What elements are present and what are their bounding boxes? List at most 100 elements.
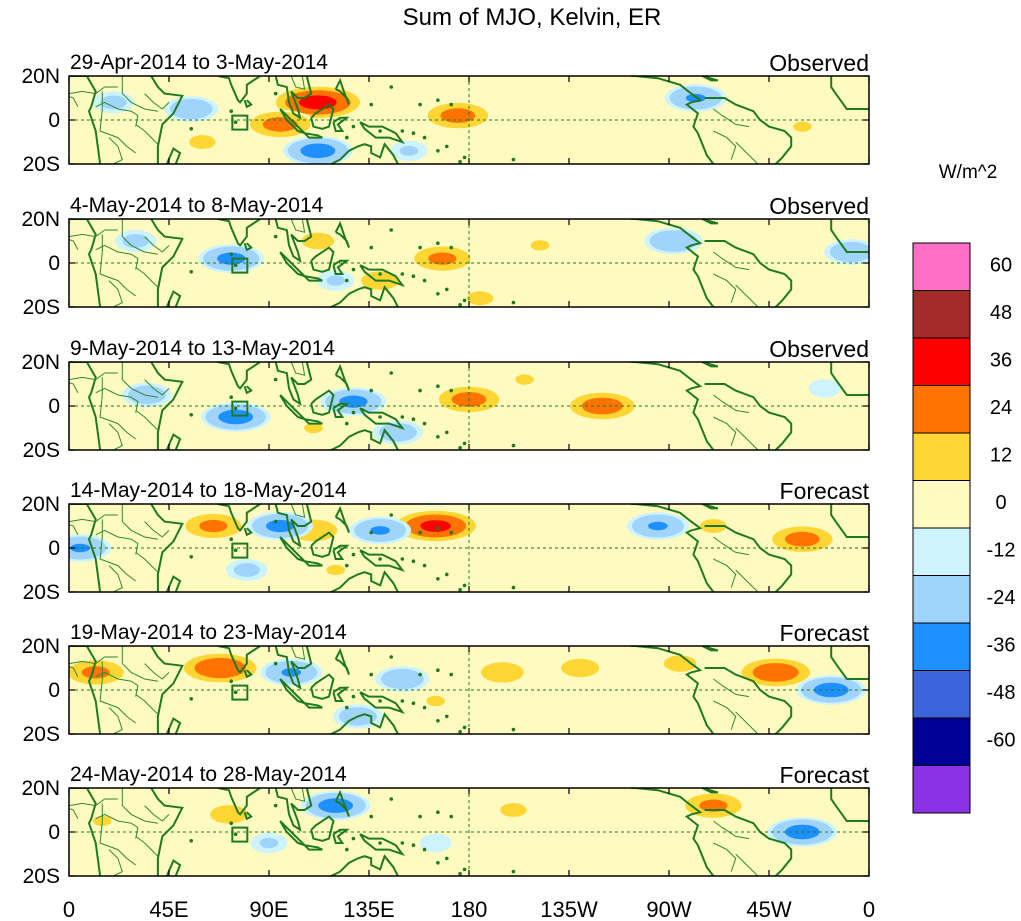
island-dot: [436, 577, 440, 581]
anomaly-contour: [426, 695, 445, 707]
lat-tick-label: 0: [48, 537, 60, 560]
lat-tick-label: 20S: [23, 439, 60, 462]
coastline: [303, 275, 323, 282]
country-border: [95, 529, 139, 555]
coastline: [310, 389, 335, 416]
country-border: [121, 504, 158, 540]
anomaly-contour: [370, 526, 390, 535]
island-dot: [418, 814, 422, 819]
coastline: [320, 142, 399, 164]
colorbar-swatch: [912, 622, 971, 671]
lat-tick-label: 20S: [23, 723, 60, 746]
colorbar-level-label: 36: [990, 350, 1012, 372]
reference-box: [231, 542, 249, 559]
coastline: [69, 76, 102, 164]
coastline: [274, 788, 313, 833]
anomaly-contour: [194, 657, 246, 679]
panel: 20N 0 20S 29-Apr-2014 to 3-May-2014 Observed: [21, 50, 870, 176]
anomaly-contour: [581, 397, 623, 415]
island-dot: [351, 552, 356, 557]
country-border: [735, 427, 759, 450]
colorbar-level-label: -24: [987, 587, 1016, 609]
coastline: [332, 828, 350, 844]
island-dot: [189, 839, 194, 843]
anomaly-contour: [808, 379, 841, 398]
anomaly-contour: [428, 252, 457, 265]
panels-group: 20N 0 20S 29-Apr-2014 to 3-May-2014 Observed…: [21, 50, 870, 888]
coastline: [217, 76, 261, 104]
island-dot: [436, 241, 440, 245]
island-dot: [444, 430, 449, 435]
coastline: [310, 531, 335, 558]
island-dot: [229, 252, 234, 256]
island-dot: [458, 160, 462, 164]
country-border: [290, 504, 306, 518]
panel-type-label: Forecast: [780, 620, 870, 646]
colorbar-swatch: [912, 337, 971, 386]
country-border: [290, 362, 306, 376]
country-border: [99, 519, 136, 582]
country-border: [95, 244, 139, 270]
coastline: [320, 712, 399, 734]
island-dot: [400, 557, 405, 561]
anomaly-contour: [189, 135, 216, 149]
island-dot: [369, 102, 374, 107]
coastline: [150, 788, 184, 876]
anomaly-field: [69, 509, 838, 581]
anomaly-contour: [210, 805, 248, 824]
island-dot: [389, 85, 394, 89]
country-border: [108, 707, 123, 734]
country-border: [290, 646, 306, 660]
country-border: [135, 123, 159, 145]
anomaly-contour: [466, 291, 494, 306]
coastline: [701, 362, 719, 368]
island-dot: [351, 836, 356, 841]
anomaly-contour: [300, 143, 336, 159]
island-dot: [444, 144, 449, 149]
anomaly-contour: [217, 252, 246, 265]
coastline: [69, 362, 102, 450]
coastline: [334, 647, 350, 675]
country-border: [99, 234, 136, 297]
country-border: [735, 853, 759, 876]
coastline: [150, 362, 184, 450]
country-border: [69, 229, 118, 238]
colorbar-level-label: 12: [990, 445, 1012, 467]
island-dot: [400, 129, 405, 133]
anomaly-contour: [699, 799, 728, 812]
island-dot: [189, 270, 194, 274]
anomaly-contour: [419, 833, 452, 853]
colorbar-swatch: [912, 480, 971, 529]
coastline: [332, 686, 350, 702]
island-dot: [411, 701, 416, 705]
panel-type-label: Observed: [769, 193, 869, 219]
coastline: [704, 667, 793, 734]
island-dot: [389, 655, 394, 659]
island-dot: [344, 705, 349, 710]
island-dot: [389, 797, 394, 801]
island-dot: [418, 672, 422, 677]
island-dot: [369, 245, 374, 250]
country-border: [290, 219, 306, 233]
coastlines: [69, 646, 869, 734]
panel-type-label: Forecast: [780, 762, 870, 788]
island-dot: [444, 856, 449, 861]
island-dot: [189, 697, 194, 701]
anomaly-contour: [122, 234, 149, 248]
panel-period-label: 4-May-2014 to 8-May-2014: [70, 194, 324, 217]
country-border: [735, 569, 759, 592]
coastline: [217, 788, 261, 816]
island-dot: [233, 406, 238, 411]
anomaly-contour: [752, 663, 799, 682]
anomaly-contour: [326, 564, 345, 576]
country-border: [121, 788, 158, 824]
coastline: [334, 505, 350, 533]
island-dot: [233, 120, 238, 124]
lon-tick-label: 135W: [540, 897, 598, 921]
panel-period-label: 9-May-2014 to 13-May-2014: [70, 337, 335, 360]
coastline: [830, 646, 869, 680]
country-border: [108, 423, 123, 450]
colorbar-swatch: [912, 765, 971, 814]
anomaly-contour: [530, 240, 550, 251]
island-dot: [436, 292, 440, 296]
